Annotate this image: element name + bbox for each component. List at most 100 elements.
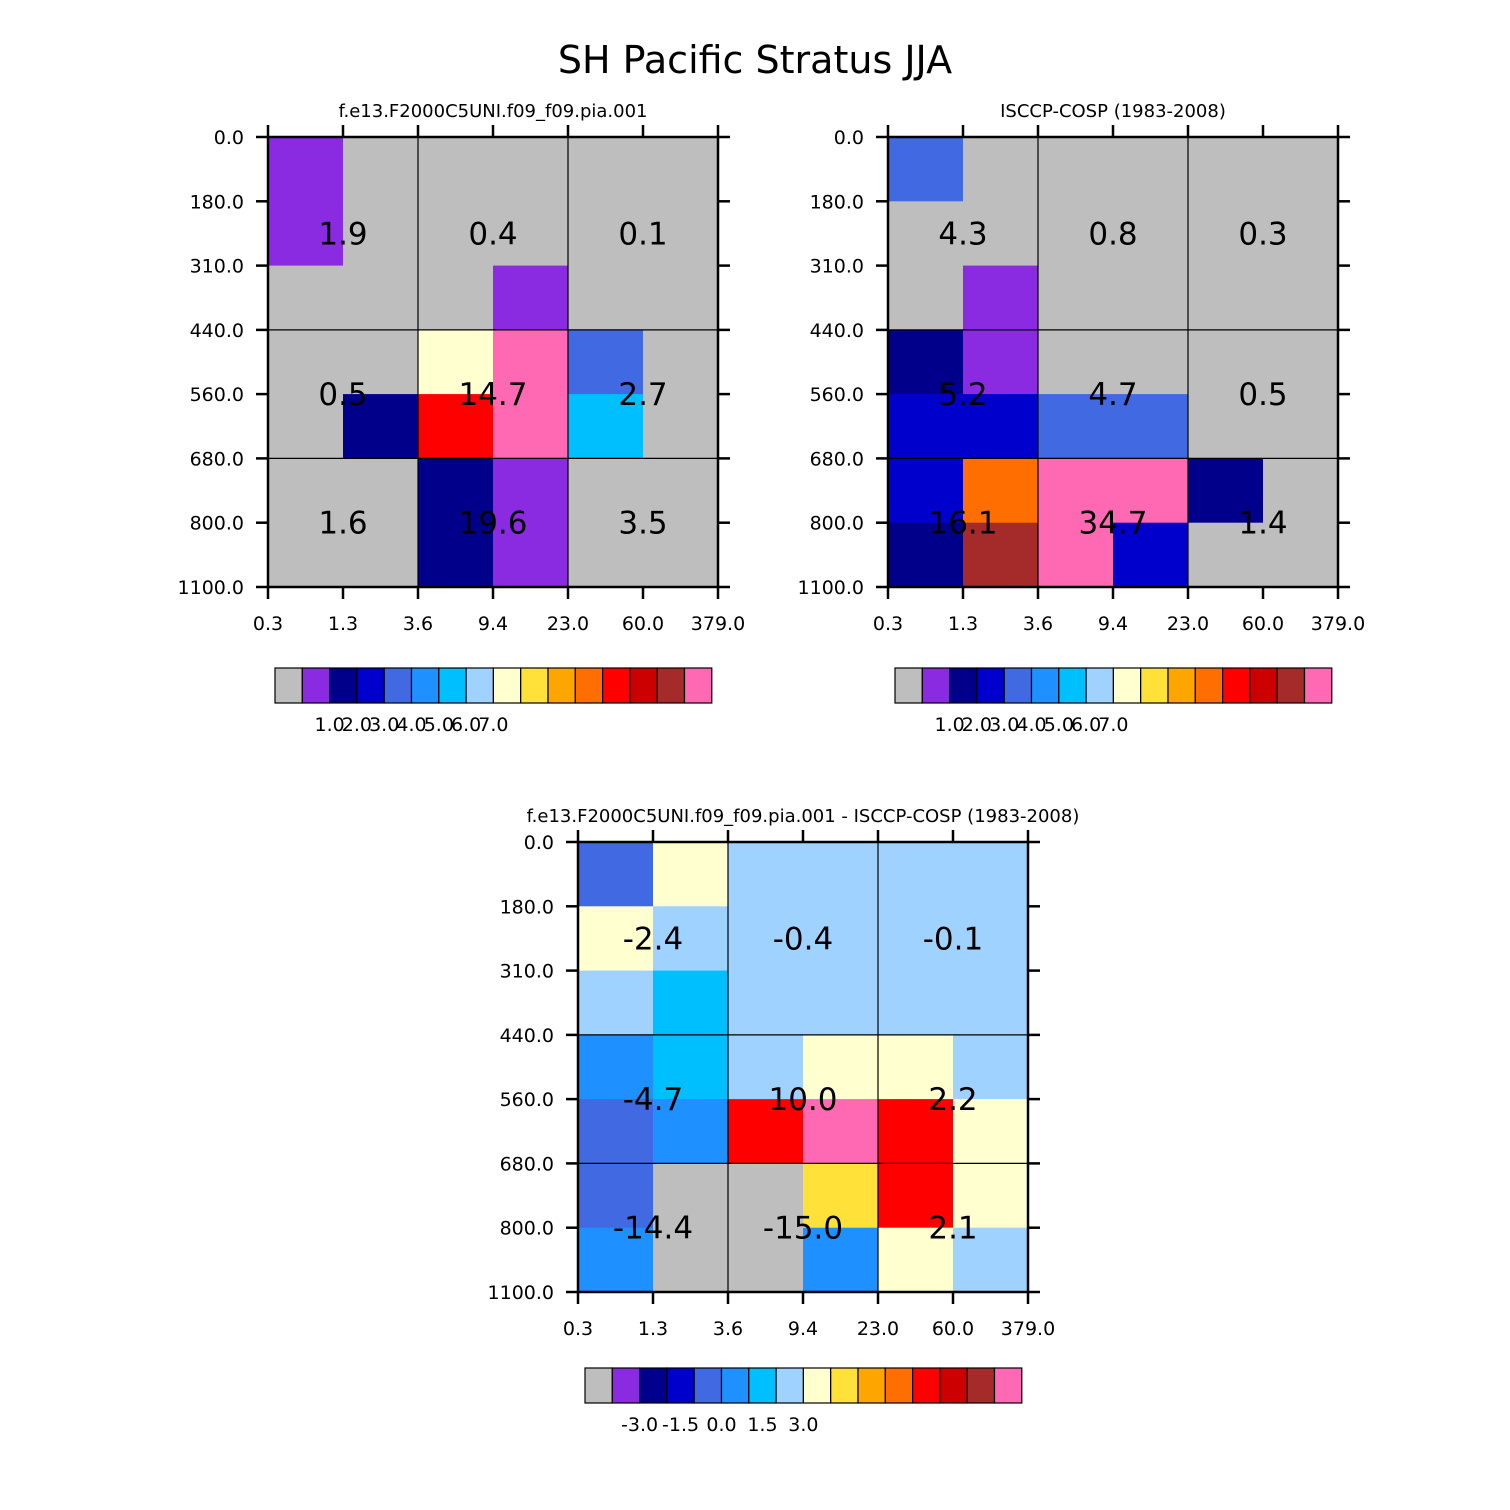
- box-value-label: 0.4: [468, 216, 517, 252]
- heatmap-cell: [1038, 458, 1114, 524]
- heatmap-cell: [1263, 329, 1339, 395]
- heatmap-cell: [963, 458, 1039, 524]
- panel-model: f.e13.F2000C5UNI.f09_f09.pia.001 0.0 180.0…: [178, 101, 746, 736]
- x-tick-label: 3.6: [403, 613, 433, 635]
- heatmap-cell: [888, 329, 964, 395]
- box-value-label: 16.1: [928, 506, 997, 542]
- x-tick-label: 3.6: [713, 1318, 743, 1340]
- heatmap-cell: [1188, 201, 1264, 267]
- heatmap-cell: [268, 329, 344, 395]
- x-tick-label: 9.4: [1098, 613, 1128, 635]
- colorbar-box: [1085, 667, 1114, 704]
- colorbar: -3.0 -1.5 0.0 1.5 3.0: [584, 1367, 1023, 1436]
- y-tick-label: 680.0: [190, 448, 244, 470]
- heatmap-cell: [568, 137, 644, 202]
- colorbar-box: [1112, 667, 1142, 704]
- heatmap-cell: [728, 1099, 804, 1164]
- colorbar-box: [802, 1367, 832, 1404]
- heatmap-cell: [728, 1163, 804, 1229]
- heatmap-cell: [418, 201, 494, 267]
- heatmap-cell: [653, 1099, 729, 1164]
- box-value-label: -15.0: [763, 1211, 843, 1247]
- box-value-label: 1.4: [1238, 506, 1287, 542]
- x-tick-label: 1.3: [948, 613, 978, 635]
- box-value-label: 34.7: [1078, 506, 1147, 542]
- colorbar-box: [274, 667, 303, 704]
- heatmap-cell: [953, 1227, 1029, 1293]
- y-tick-label: 680.0: [810, 448, 864, 470]
- box-value-label: 0.1: [618, 216, 667, 252]
- box-value-label: 4.3: [938, 216, 987, 252]
- colorbar-box: [911, 1367, 941, 1404]
- colorbar-tick-label: 6.0: [451, 714, 481, 736]
- heatmap-cell: [953, 906, 1029, 972]
- heatmap-cell: [1038, 329, 1114, 395]
- heatmap-cell: [888, 394, 964, 459]
- heatmap-cell: [728, 1034, 804, 1100]
- heatmap-cell: [418, 329, 494, 395]
- colorbar-box: [857, 1367, 886, 1404]
- x-tick-label: 60.0: [1242, 613, 1284, 635]
- heatmap-cell: [1263, 265, 1339, 331]
- heatmap-cell: [653, 970, 729, 1036]
- figure-title: SH Pacific Stratus JJA: [558, 38, 952, 82]
- colorbar-box: [748, 1367, 777, 1404]
- y-tick-label: 310.0: [810, 256, 864, 278]
- heatmap-cell: [728, 1227, 804, 1293]
- colorbar-box: [693, 1367, 723, 1404]
- colorbar-box: [830, 1367, 859, 1404]
- heatmap-cell: [653, 1163, 729, 1229]
- box-value-label: 19.6: [458, 506, 527, 542]
- x-tick-label: 23.0: [547, 613, 589, 635]
- heatmap-cell: [343, 201, 419, 267]
- colorbar-tick-label: 1.5: [747, 1414, 777, 1436]
- colorbar-tick-label: 4.0: [1016, 714, 1046, 736]
- colorbar-box: [921, 667, 951, 704]
- heatmap-cell: [1113, 522, 1189, 588]
- x-tick-label: 1.3: [328, 613, 358, 635]
- colorbar-tick-label: 4.0: [396, 714, 426, 736]
- panel-diff: f.e13.F2000C5UNI.f09_f09.pia.001 - ISCCP…: [488, 806, 1080, 1436]
- colorbar-box: [666, 1367, 695, 1404]
- heatmap-cell: [1038, 265, 1114, 331]
- box-value-label: 14.7: [458, 377, 527, 413]
- heatmap-cell: [878, 1034, 954, 1100]
- x-tick-label: 9.4: [478, 613, 508, 635]
- heatmap-cell: [493, 394, 569, 459]
- heatmap-cell: [568, 458, 644, 588]
- heatmap-cell: [1038, 201, 1114, 267]
- colorbar-tick-label: 2.0: [962, 714, 992, 736]
- heatmap-cell: [1263, 201, 1339, 267]
- heatmap-cell: [1188, 137, 1264, 202]
- heatmap-cell: [568, 201, 644, 267]
- heatmap-cell: [963, 394, 1039, 459]
- box-value-label: 4.7: [1088, 377, 1137, 413]
- heatmap-cell: [888, 522, 964, 588]
- heatmap-cell: [493, 265, 569, 331]
- colorbar-box: [547, 667, 576, 704]
- colorbar-box: [683, 667, 713, 704]
- box-value-label: 3.5: [618, 506, 667, 542]
- colorbar-tick-label: 3.0: [369, 714, 399, 736]
- colorbar-box: [465, 667, 495, 704]
- heatmap-cell: [953, 1163, 1029, 1229]
- heatmap-cell: [888, 265, 964, 331]
- heatmap-cell: [578, 906, 654, 972]
- colorbar-box: [1140, 667, 1169, 704]
- colorbar-box: [356, 667, 385, 704]
- colorbar: 1.02.03.04.05.06.07.0: [894, 667, 1333, 736]
- colorbar-box: [1058, 667, 1087, 704]
- heatmap-cell: [643, 137, 719, 202]
- y-tick-label: 180.0: [190, 191, 244, 213]
- heatmap-cell: [953, 1034, 1029, 1100]
- y-tick-label: 310.0: [500, 961, 554, 983]
- panel-obs: ISCCP-COSP (1983-2008) 0.0 180.0 310.0 440.0…: [798, 101, 1366, 736]
- y-tick-label: 180.0: [500, 896, 554, 918]
- colorbar-box: [410, 667, 440, 704]
- colorbar-tick-label: 7.0: [1098, 714, 1128, 736]
- colorbar-box: [884, 1367, 914, 1404]
- heatmap-cell: [493, 137, 569, 202]
- heatmap-cell: [578, 1099, 654, 1164]
- heatmap-cell: [578, 842, 654, 907]
- heatmap-cell: [268, 201, 344, 267]
